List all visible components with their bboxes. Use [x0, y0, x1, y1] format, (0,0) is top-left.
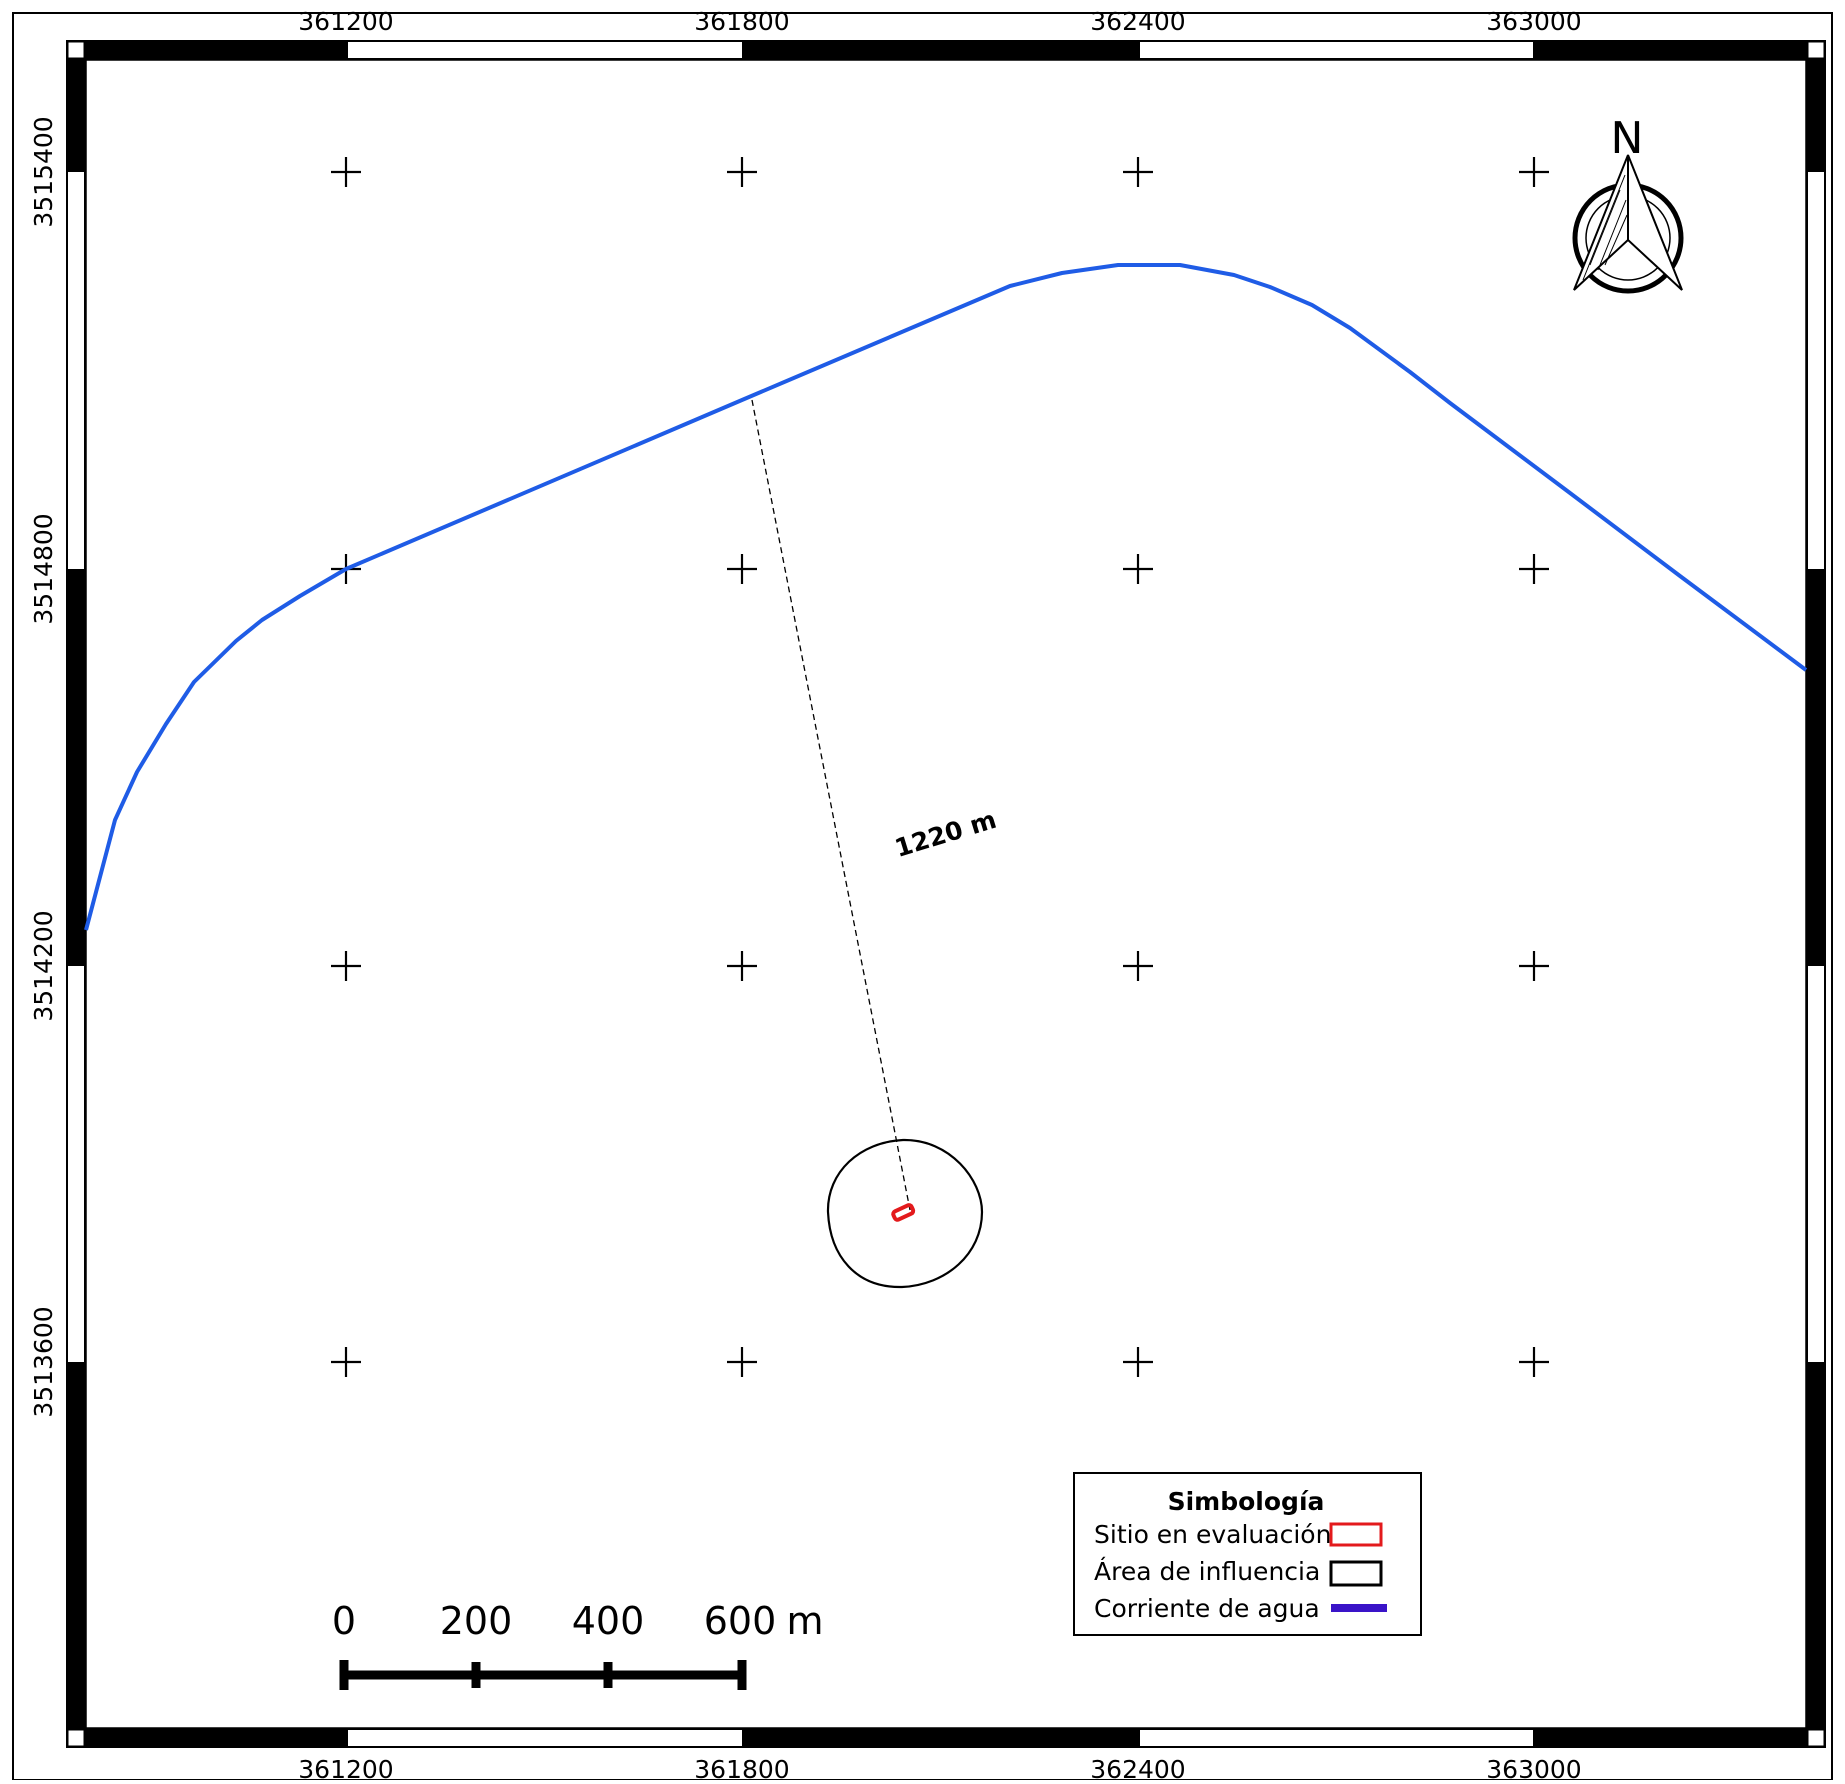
- x-tick-label-top: 362400: [1090, 7, 1185, 36]
- grid-cross: [331, 157, 361, 187]
- grid-cross: [727, 554, 757, 584]
- x-tick-label-top: 361800: [694, 7, 789, 36]
- site-polygon: [891, 1203, 916, 1222]
- y-tick-label: 3515400: [29, 116, 58, 227]
- legend-site-symbol: [1329, 1522, 1383, 1547]
- x-tick-label-bottom: 362400: [1090, 1755, 1185, 1780]
- y-tick-label: 3514800: [29, 513, 58, 624]
- y-tick-label: 3514200: [29, 910, 58, 1021]
- x-axis-bottom-labels: 361200 361800 362400 363000: [298, 1755, 1581, 1784]
- y-axis-labels: 3515400 3514800 3514200 3513600: [29, 116, 58, 1417]
- grid-cross: [1519, 951, 1549, 981]
- grid-cross: [331, 1347, 361, 1377]
- grid-cross: [331, 951, 361, 981]
- grid-cross: [1123, 157, 1153, 187]
- north-arrow: N: [1572, 113, 1684, 294]
- scale-label-400: 400: [572, 1599, 645, 1643]
- grid-cross: [727, 951, 757, 981]
- x-tick-label-bottom: 363000: [1486, 1755, 1581, 1780]
- legend-area-symbol: [1329, 1560, 1383, 1587]
- grid-cross: [1519, 157, 1549, 187]
- scale-unit: m: [786, 1599, 823, 1643]
- legend-item-label: Corriente de agua: [1094, 1594, 1320, 1623]
- grid-cross: [1123, 1347, 1153, 1377]
- scale-bar: 0 200 400 600 m: [332, 1599, 824, 1690]
- grid-cross: [1519, 1347, 1549, 1377]
- scale-label-600: 600: [704, 1599, 777, 1643]
- grid-cross: [727, 1347, 757, 1377]
- x-tick-label-top: 363000: [1486, 7, 1581, 36]
- stream-line: [84, 263, 1808, 931]
- legend: Simbología Sitio en evaluación Área de i…: [1073, 1472, 1422, 1636]
- x-axis-top-labels: 361200 361800 362400 363000: [298, 7, 1581, 36]
- distance-line: [751, 399, 911, 1211]
- influence-area: [826, 1138, 984, 1289]
- legend-title: Simbología: [1168, 1487, 1325, 1516]
- map-frame: [66, 40, 1826, 1748]
- scale-label-0: 0: [332, 1599, 356, 1643]
- x-tick-label-bottom: 361800: [694, 1755, 789, 1780]
- x-tick-label-bottom: 361200: [298, 1755, 393, 1780]
- x-tick-label-top: 361200: [298, 7, 393, 36]
- scale-label-200: 200: [440, 1599, 513, 1643]
- grid-cross: [1123, 951, 1153, 981]
- grid-crosses: [331, 157, 1549, 1377]
- grid-cross: [1519, 554, 1549, 584]
- y-tick-label: 3513600: [29, 1306, 58, 1417]
- grid-cross: [727, 157, 757, 187]
- grid-cross: [1123, 554, 1153, 584]
- legend-item-label: Área de influencia: [1094, 1557, 1320, 1586]
- legend-item-label: Sitio en evaluación: [1094, 1520, 1331, 1549]
- north-label: N: [1611, 113, 1644, 164]
